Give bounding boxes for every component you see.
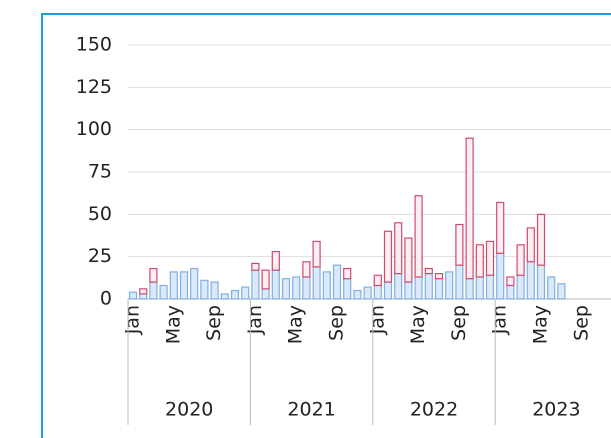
bar-segment <box>516 274 525 300</box>
bar-segment <box>485 274 495 300</box>
bar-segment <box>210 281 219 300</box>
bar-segment <box>159 284 168 300</box>
bar-segment <box>312 266 321 300</box>
bar-segment <box>128 291 138 300</box>
bar-segment <box>292 276 301 300</box>
bar-segment <box>526 227 535 263</box>
bar-segment <box>343 278 352 300</box>
year-label: 2023 <box>532 399 580 421</box>
bar-segment <box>434 278 444 300</box>
bar-segment <box>302 261 311 278</box>
bar-segment <box>414 195 423 278</box>
x-tick-label: Sep <box>448 305 470 341</box>
bar-segment <box>424 267 433 275</box>
bar-segment <box>445 271 454 300</box>
y-tick-label: 125 <box>76 76 112 98</box>
bar-segment <box>302 276 311 300</box>
bar-segment <box>271 269 280 300</box>
bar-segment <box>394 222 403 275</box>
bar-segment <box>394 273 403 300</box>
x-tick-label: Jan <box>489 305 511 335</box>
bar-segment <box>404 281 413 300</box>
bar-segment <box>332 264 342 300</box>
bar-segment <box>536 264 546 300</box>
bar-segment <box>516 244 525 276</box>
bar-segment <box>475 244 484 278</box>
bar-segment <box>373 284 382 300</box>
x-tick-label: Sep <box>326 305 348 341</box>
x-tick-label: May <box>285 305 307 344</box>
bar-segment <box>536 213 546 266</box>
bar-segment <box>475 276 484 300</box>
bar-segment <box>547 276 556 300</box>
bar-segment <box>353 289 362 300</box>
bar-segment <box>465 137 474 280</box>
bar-segment <box>506 276 515 287</box>
bar-segment <box>526 261 535 300</box>
chart-frame <box>41 13 611 438</box>
x-tick-label: May <box>530 305 552 344</box>
bar-segment <box>261 288 270 300</box>
bar-segment <box>434 273 444 280</box>
x-tick-label: Jan <box>366 305 388 335</box>
bar-segment <box>281 278 291 300</box>
bar-segment <box>363 286 372 300</box>
bar-segment <box>271 250 280 271</box>
bar-segment <box>455 264 464 300</box>
bar-segment <box>149 281 158 300</box>
bar-segment <box>424 273 433 300</box>
bar-segment <box>485 240 495 276</box>
bar-segment <box>139 293 148 300</box>
bar-segment <box>261 269 270 290</box>
y-tick-label: 0 <box>100 288 112 310</box>
x-tick-label: Jan <box>244 305 266 335</box>
bar-segment <box>414 276 423 300</box>
y-tick-label: 50 <box>88 203 112 225</box>
x-tick-label: May <box>162 305 184 344</box>
y-tick-label: 25 <box>88 245 112 267</box>
bar-segment <box>496 252 505 300</box>
year-label: 2021 <box>287 399 335 421</box>
bar-segment <box>322 271 331 300</box>
bar-segment <box>312 240 321 268</box>
bar-segment <box>190 267 199 300</box>
bar-segment <box>200 279 209 300</box>
bar-segment <box>251 269 260 300</box>
year-label: 2020 <box>165 399 213 421</box>
bar-segment <box>149 267 158 283</box>
x-tick-label: Sep <box>570 305 592 341</box>
bar-segment <box>343 267 352 280</box>
bar-segment <box>169 271 178 300</box>
bar-segment <box>557 283 566 300</box>
bar-segment <box>455 223 464 266</box>
bar-segment <box>179 271 189 300</box>
bar-segment <box>383 230 393 283</box>
y-tick-label: 100 <box>76 118 112 140</box>
bar-segment <box>241 286 250 300</box>
bar-segment <box>373 274 382 287</box>
bar-segment <box>506 284 515 300</box>
x-tick-label: Jan <box>122 305 144 335</box>
y-tick-label: 75 <box>88 161 112 183</box>
bar-segment <box>404 237 413 283</box>
bar-segment <box>220 293 229 300</box>
bar-segment <box>251 262 260 271</box>
x-tick-label: May <box>407 305 429 344</box>
bar-segment <box>230 289 240 300</box>
bar-segment <box>465 278 474 300</box>
bar-segment <box>383 281 393 300</box>
bar-segment <box>139 288 148 295</box>
x-tick-label: Sep <box>203 305 225 341</box>
bar-segment <box>496 201 505 254</box>
year-label: 2022 <box>410 399 458 421</box>
y-tick-label: 150 <box>76 34 112 56</box>
